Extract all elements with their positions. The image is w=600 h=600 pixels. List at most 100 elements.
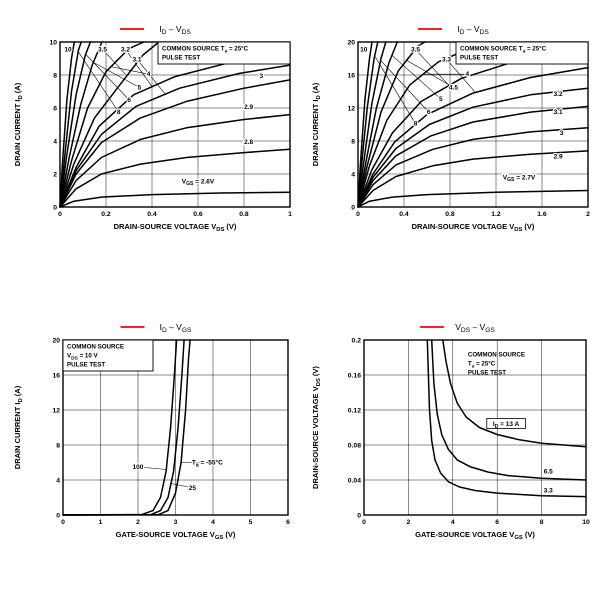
y-tick-label: 8 <box>53 72 57 79</box>
x-axis-label: GATE-SOURCE VOLTAGE VGS (V) <box>415 530 535 541</box>
x-tick-label: 3 <box>174 519 178 526</box>
chart-output-characteristics-low: 0 0.2 0.4 0.6 0.8 1 0 2 4 6 8 10 DRAIN-SOURCE VOLTAG… <box>8 12 300 250</box>
x-axis-label: DRAIN-SOURCE VOLTAGE VDS (V) <box>114 222 237 233</box>
x-tick-label: 0 <box>58 211 62 218</box>
annotation-line: PULSE TEST <box>162 55 200 62</box>
x-tick-label: 0 <box>362 519 366 526</box>
y-tick-label: 4 <box>56 477 60 484</box>
curve-label: 3.3 <box>442 56 451 63</box>
x-tick-label: 6 <box>286 519 290 526</box>
chart-transfer-characteristics: 0 1 2 3 4 5 6 0 4 8 12 16 20 GATE-SOURCE VOLTAGE VGS … <box>8 318 300 564</box>
annotation-line: COMMON SOURCE <box>468 352 525 359</box>
plot-frame <box>363 339 587 516</box>
annotation-box <box>157 41 291 65</box>
curve-VGS=6V <box>59 41 92 208</box>
curve-label: 3.2 <box>554 91 563 98</box>
curve-ID=3.3A <box>426 339 587 498</box>
y-tick-label: 0.16 <box>348 372 361 379</box>
annotation-line: COMMON SOURCE <box>67 344 124 351</box>
curve-label: 4 <box>465 71 469 78</box>
y-tick-label: 8 <box>56 442 60 449</box>
y-tick-label: 0.04 <box>348 477 361 484</box>
chart-title: ID – VGS <box>160 322 192 334</box>
label-leader-line <box>415 49 448 85</box>
curve-label: VGS = 2.7V <box>503 174 536 183</box>
curves-group <box>59 41 291 208</box>
curve-VGS=10V <box>357 41 373 208</box>
curve-VGS=4.5V <box>357 41 426 208</box>
curve-label: 6 <box>427 109 431 116</box>
x-tick-label: 1 <box>99 519 103 526</box>
curve-VGS=2.9V <box>59 113 291 208</box>
x-tick-label: 10 <box>582 519 590 526</box>
curve-VGS=3.1V <box>357 105 589 208</box>
label-leader-line <box>446 59 476 93</box>
curve-ID=13A <box>442 339 587 448</box>
annotation-line: PULSE TEST <box>67 362 105 369</box>
x-tick-label: 5 <box>249 519 253 526</box>
y-tick-label: 12 <box>52 407 60 414</box>
curve-VGS=5V <box>59 41 103 208</box>
x-tick-label: 4 <box>451 519 455 526</box>
plot-frame <box>357 41 589 208</box>
y-axis-label: DRAIN CURRENT ID (A) <box>13 82 24 166</box>
y-tick-label: 4 <box>53 138 57 145</box>
vds-on-vs-vgs-svg: 0 2 4 6 8 10 0 0.04 0.08 0.12 0.16 0.2 GATE-SOURCE V… <box>311 322 590 541</box>
label-leader-line <box>111 66 149 75</box>
x-tick-label: 0 <box>61 519 65 526</box>
curve-VGS=4V <box>59 41 145 208</box>
curve-label: 3.1 <box>133 56 142 63</box>
annotation-line: PULSE TEST <box>460 55 498 62</box>
curve-label: 5 <box>439 96 443 103</box>
y-tick-label: 4 <box>351 171 355 178</box>
y-axis-label: DRAIN CURRENT ID (A) <box>311 82 322 166</box>
curve-VGS=2.6V <box>59 191 291 208</box>
x-tick-label: 2 <box>407 519 411 526</box>
curve-ID=6.5A <box>430 339 587 481</box>
curve-label: 8 <box>414 121 418 128</box>
y-tick-label: 12 <box>347 105 355 112</box>
curve-VGS=3.1V <box>59 64 291 208</box>
label-leader-line <box>102 49 126 75</box>
label-leader-line <box>93 62 140 88</box>
curve-label: 5 <box>138 84 142 91</box>
curve-VGS=10V <box>59 41 76 208</box>
x-tick-label: 0.8 <box>445 211 455 218</box>
curve-label: 3.2 <box>121 46 130 53</box>
curve-label: 10 <box>64 46 72 53</box>
label-leader-line <box>171 483 193 489</box>
y-tick-label: 0 <box>357 512 361 519</box>
annotation-line: COMMON SOURCE Ta = 25°C <box>162 46 249 55</box>
label-leader-line <box>85 54 130 100</box>
curve-label: 2.8 <box>244 139 253 146</box>
curve-VGS=2.9V <box>357 150 589 208</box>
annotation-line: PULSE TEST <box>468 370 506 377</box>
y-tick-label: 0 <box>53 204 57 211</box>
curve-label: 4.5 <box>449 84 458 91</box>
annotation-line: Ta = 25°C <box>468 361 496 370</box>
curve-VGS=5V <box>357 41 399 208</box>
label-leader-line <box>391 54 442 100</box>
curve-label: 4 <box>147 71 151 78</box>
y-tick-label: 0.12 <box>348 407 361 414</box>
curve-label: ID = 13 A <box>493 421 520 430</box>
label-leader-line <box>125 49 153 87</box>
y-tick-label: 0 <box>351 204 355 211</box>
x-tick-label: 1.6 <box>537 211 547 218</box>
curves-group <box>62 339 191 516</box>
curves-group <box>357 41 589 208</box>
y-tick-label: 20 <box>347 39 355 46</box>
curve-label: 3 <box>259 73 263 80</box>
x-tick-label: 0.6 <box>193 211 203 218</box>
y-axis-label: DRAIN-SOURCE VOLTAGE VDS (V) <box>311 366 322 489</box>
chart-title: VDS – VGS <box>455 322 495 334</box>
y-tick-label: 16 <box>52 372 60 379</box>
curve-label: 6.5 <box>544 468 553 475</box>
curve-VGS=3V <box>357 127 589 208</box>
x-axis-label: DRAIN-SOURCE VOLTAGE VDS (V) <box>412 222 535 233</box>
y-tick-label: 0.2 <box>352 337 362 344</box>
curve-VGS=2.7V <box>357 189 589 208</box>
curve-VGS=8V <box>357 41 379 208</box>
